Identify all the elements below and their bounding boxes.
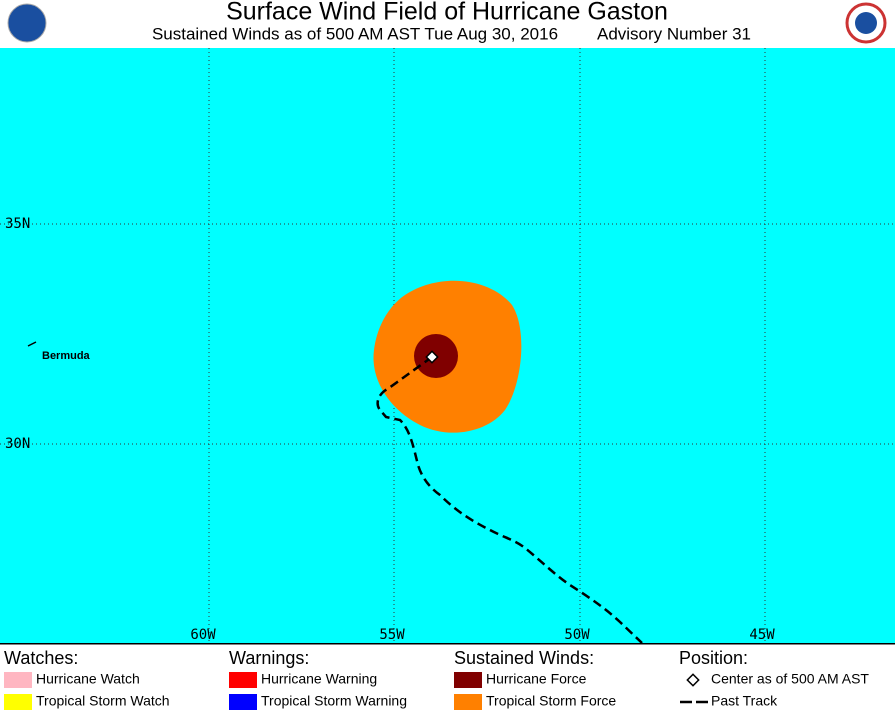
legend-item: Tropical Storm Force [486,693,616,709]
swatch [229,694,257,710]
lat-label: 35N [5,216,30,232]
legend-item: Hurricane Warning [261,671,377,687]
swatch [4,694,32,710]
swatch [229,672,257,688]
subtitle: Sustained Winds as of 500 AM AST Tue Aug… [152,24,558,43]
lon-label: 60W [190,627,216,643]
swatch [454,694,482,710]
legend-item: Hurricane Watch [36,671,140,687]
map-border [0,643,895,645]
legend-heading: Warnings: [229,648,309,668]
legend-item: Center as of 500 AM AST [711,671,869,687]
legend-heading: Sustained Winds: [454,648,594,668]
center-marker [425,350,439,364]
legend-item: Tropical Storm Warning [261,693,407,709]
swatch [454,672,482,688]
advisory: Advisory Number 31 [597,24,751,43]
legend-item: Tropical Storm Watch [36,693,170,709]
legend-heading: Position: [679,648,748,668]
bermuda-island [27,341,37,347]
title: Surface Wind Field of Hurricane Gaston [226,0,668,26]
center-symbol [686,673,700,687]
legend-heading: Watches: [4,648,78,668]
lon-label: 55W [379,627,405,643]
noaa-logo [7,3,47,43]
legend-item: Past Track [711,693,778,709]
nws-logo-inner [855,12,877,34]
lon-label: 50W [564,627,590,643]
place-label: Bermuda [42,350,91,362]
past-track [376,355,643,644]
lat-label: 30N [5,436,30,452]
lon-label: 45W [749,627,775,643]
legend-item: Hurricane Force [486,671,587,687]
swatch [4,672,32,688]
